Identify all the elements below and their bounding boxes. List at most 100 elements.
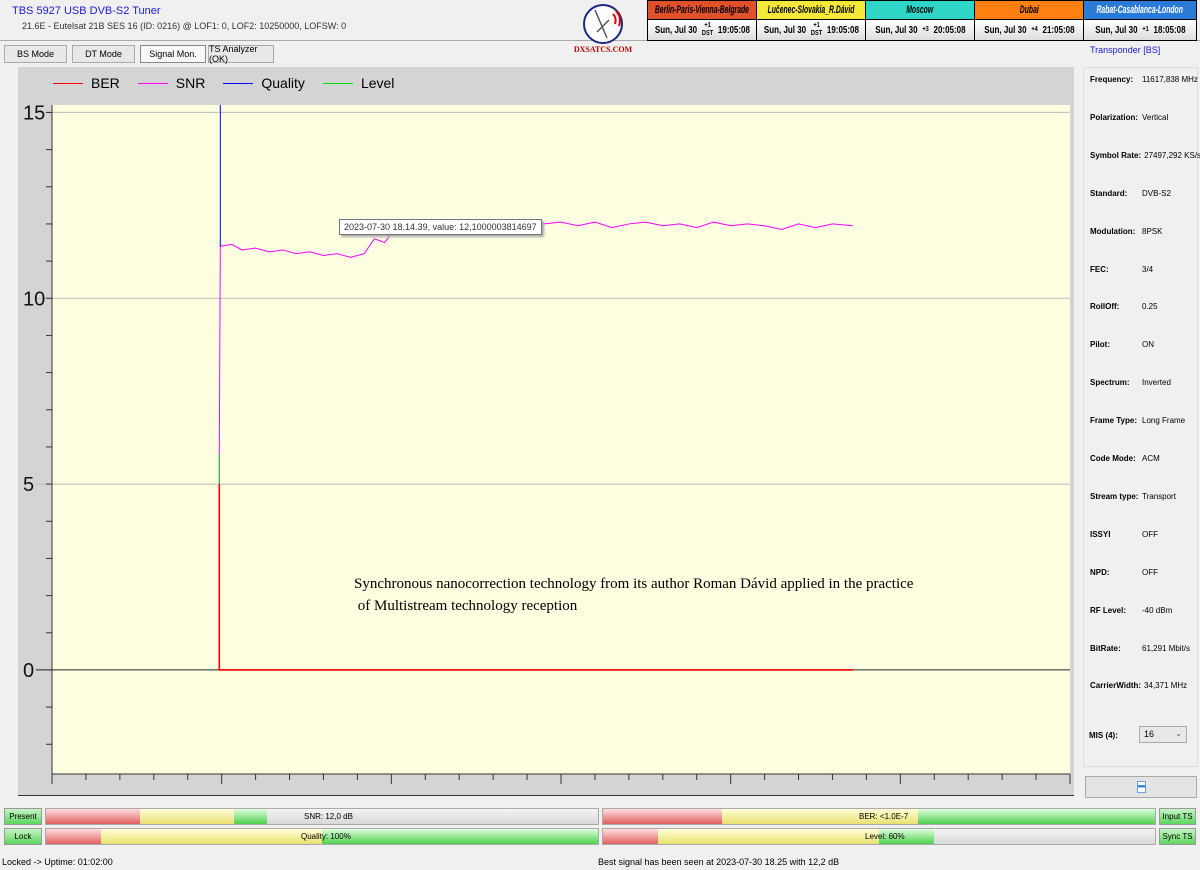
transponder-field: Modulation: 8PSK bbox=[1090, 227, 1162, 236]
svg-text:DXSATCS.COM: DXSATCS.COM bbox=[574, 45, 633, 54]
transponder-title: Transponder [BS] bbox=[1090, 45, 1161, 55]
snr-label: SNR: 12,0 dB bbox=[304, 812, 353, 821]
clock-offset: +4 bbox=[1030, 26, 1038, 33]
field-value: OFF bbox=[1142, 567, 1158, 577]
clock-offset: +1 bbox=[703, 22, 711, 29]
clock-city: Berlin-Paris-Vienna-Belgrade bbox=[654, 4, 750, 16]
clock-1: Lučenec-Slovakia_R.Dávid Sun, Jul 30 +1 D… bbox=[757, 1, 866, 40]
y-tick-label: 5 bbox=[23, 474, 34, 496]
tab-bs-mode[interactable]: BS Mode bbox=[4, 45, 67, 63]
chart-plot: 15 10 5 0 bbox=[23, 102, 1071, 784]
field-label: NPD: bbox=[1090, 567, 1110, 577]
mis-select[interactable]: 16 ⌄ bbox=[1139, 726, 1187, 743]
window-icon bbox=[1136, 781, 1146, 793]
transponder-field: RollOff: 0.25 bbox=[1090, 302, 1158, 311]
clock-city: Dubai bbox=[1019, 4, 1039, 16]
dxsatcs-logo: DXSATCS.COM bbox=[574, 4, 633, 54]
meter-fill bbox=[101, 829, 322, 844]
legend-swatch bbox=[137, 82, 168, 84]
transponder-field: Pilot: ON bbox=[1090, 340, 1154, 349]
clock-date: Sun, Jul 30 bbox=[654, 24, 697, 36]
meter-fill bbox=[139, 809, 234, 824]
transponder-panel: Frequency: 11617,838 MHz Polarization: Vert… bbox=[1083, 67, 1200, 767]
meter-fill bbox=[917, 809, 1155, 824]
legend-item-ber: BER bbox=[53, 75, 120, 91]
field-value: Vertical bbox=[1142, 112, 1169, 122]
meter-fill bbox=[658, 829, 879, 844]
legend-item-snr: SNR bbox=[137, 75, 205, 91]
field-label: Code Mode: bbox=[1090, 454, 1136, 463]
transponder-field: Frequency: 11617,838 MHz bbox=[1090, 75, 1198, 84]
panel-toggle-button[interactable] bbox=[1085, 776, 1197, 798]
clock-3: Dubai Sun, Jul 30 +4 21:05:08 bbox=[975, 1, 1084, 40]
field-value: Long Frame bbox=[1142, 416, 1186, 426]
transponder-field: Code Mode: ACM bbox=[1090, 454, 1160, 463]
field-label: Spectrum: bbox=[1090, 378, 1130, 388]
meter-fill bbox=[322, 829, 598, 844]
field-label: Stream type: bbox=[1090, 491, 1139, 501]
field-value: 8PSK bbox=[1142, 226, 1163, 236]
clock-date: Sun, Jul 30 bbox=[1094, 24, 1138, 36]
clock-time: 19:05:08 bbox=[717, 24, 750, 36]
y-tick-label: 15 bbox=[23, 102, 45, 124]
transponder-field: Polarization: Vertical bbox=[1090, 113, 1168, 122]
ber-meter: BER: <1.0E-7 bbox=[602, 808, 1156, 825]
meter-fill bbox=[603, 809, 722, 824]
plot-background bbox=[52, 105, 1070, 774]
clock-time: 21:05:08 bbox=[1042, 24, 1075, 36]
clock-dst: DST bbox=[810, 30, 822, 37]
field-label: RollOff: bbox=[1090, 302, 1120, 312]
level-meter: Level: 60% bbox=[602, 828, 1156, 845]
field-label: CarrierWidth: bbox=[1090, 681, 1142, 691]
transponder-field: FEC: 3/4 bbox=[1090, 265, 1153, 274]
legend-label: Level bbox=[360, 75, 395, 91]
quality-label: Quality: 100% bbox=[301, 832, 351, 841]
present-indicator: Present bbox=[4, 808, 42, 825]
chart-tooltip: 2023-07-30 18.14.39, value: 12,100000381… bbox=[339, 219, 542, 235]
field-label: BitRate: bbox=[1090, 643, 1121, 653]
tab-dt-mode[interactable]: DT Mode bbox=[72, 45, 135, 63]
field-value: ON bbox=[1142, 340, 1154, 350]
chart-annotation: Synchronous nanocorrection technology fr… bbox=[354, 576, 914, 614]
tab-ts-analyzer[interactable]: TS Analyzer (OK) bbox=[208, 44, 274, 64]
tab-signal-mon[interactable]: Signal Mon. bbox=[140, 45, 206, 63]
y-tick-label: 10 bbox=[23, 288, 45, 310]
chart-legend: BER SNR Quality Level bbox=[53, 75, 394, 91]
app-title: TBS 5927 USB DVB-S2 Tuner bbox=[12, 5, 161, 17]
field-value: DVB-S2 bbox=[1142, 188, 1171, 198]
legend-item-level: Level bbox=[322, 75, 395, 91]
legend-label: BER bbox=[91, 75, 120, 91]
field-value: OFF bbox=[1142, 529, 1158, 539]
meter-fill bbox=[46, 809, 140, 824]
transponder-field: NPD: OFF bbox=[1090, 568, 1158, 577]
series-ber-line bbox=[218, 484, 853, 671]
legend-swatch bbox=[53, 82, 83, 84]
uptime-status: Locked -> Uptime: 01:02:00 bbox=[2, 857, 113, 867]
best-signal-status: Best signal has been seen at 2023-07-30 … bbox=[598, 857, 840, 867]
mis-value: 16 bbox=[1144, 729, 1155, 739]
legend-swatch bbox=[322, 82, 353, 84]
world-clocks: Berlin-Paris-Vienna-Belgrade Sun, Jul 30… bbox=[647, 0, 1197, 41]
meter-fill bbox=[721, 809, 918, 824]
field-value: Transport bbox=[1142, 491, 1176, 501]
clock-time: 18:05:08 bbox=[1153, 24, 1186, 36]
transponder-field: Standard: DVB-S2 bbox=[1090, 189, 1171, 198]
field-label: Frequency: bbox=[1090, 75, 1134, 84]
y-tick-label: 0 bbox=[23, 660, 34, 682]
clock-city: Rabat-Casablanca-London bbox=[1096, 4, 1184, 16]
transponder-field: RF Level: -40 dBm bbox=[1090, 606, 1172, 615]
lock-indicator: Lock bbox=[4, 828, 42, 845]
field-label: Standard: bbox=[1090, 188, 1128, 198]
field-label: Frame Type: bbox=[1090, 416, 1137, 426]
ber-label: BER: <1.0E-7 bbox=[859, 812, 909, 821]
field-value: -40 dBm bbox=[1142, 605, 1173, 615]
clock-offset: +3 bbox=[921, 26, 929, 33]
field-value: 3/4 bbox=[1142, 264, 1154, 274]
level-label: Level: 60% bbox=[865, 832, 905, 841]
field-value: 27497,292 KS/s bbox=[1144, 150, 1200, 160]
transponder-field: Spectrum: Inverted bbox=[1090, 378, 1171, 387]
field-label: ISSYI bbox=[1090, 529, 1111, 539]
satellite-info: 21.6E - Eutelsat 21B SES 16 (ID: 0216) @… bbox=[22, 21, 347, 31]
quality-meter: Quality: 100% bbox=[45, 828, 599, 845]
field-value: 0.25 bbox=[1142, 302, 1158, 312]
